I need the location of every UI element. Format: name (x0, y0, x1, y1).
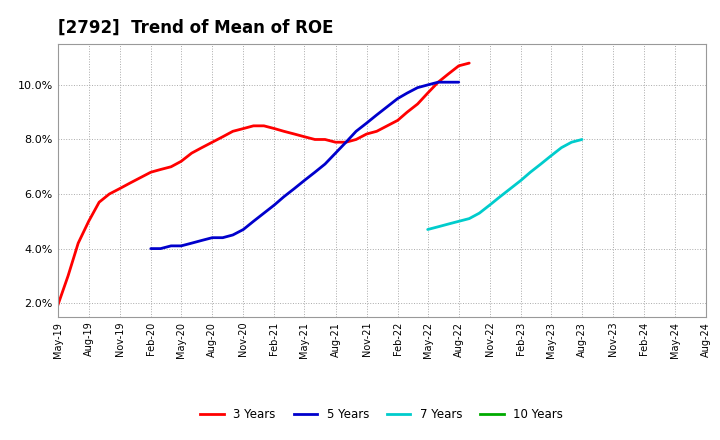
Legend: 3 Years, 5 Years, 7 Years, 10 Years: 3 Years, 5 Years, 7 Years, 10 Years (196, 403, 567, 425)
Text: [2792]  Trend of Mean of ROE: [2792] Trend of Mean of ROE (58, 19, 333, 37)
